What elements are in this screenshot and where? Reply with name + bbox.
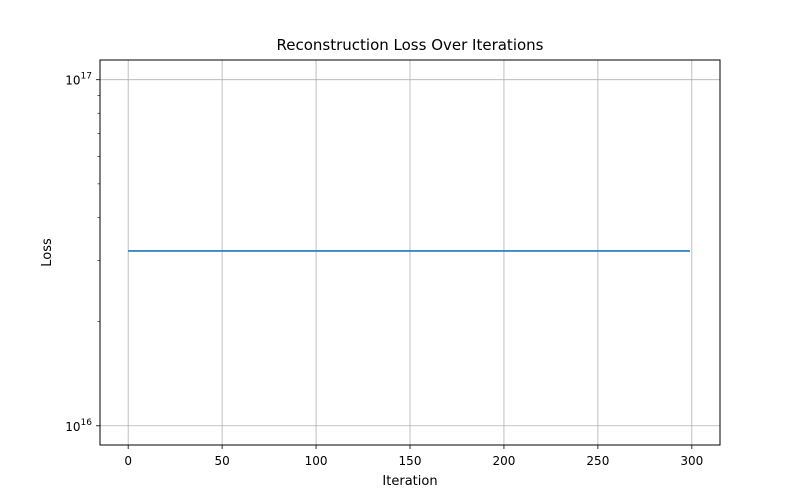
x-tick-label: 200 xyxy=(492,454,515,468)
x-axis-label: Iteration xyxy=(382,474,437,489)
chart-title: Reconstruction Loss Over Iterations xyxy=(277,36,544,54)
grid-lines xyxy=(100,60,720,445)
x-tick-label: 0 xyxy=(124,454,132,468)
x-tick-label: 100 xyxy=(305,454,328,468)
x-tick-label: 50 xyxy=(214,454,229,468)
y-tick-label: 1016 xyxy=(65,418,92,434)
y-axis: 1016 1017 xyxy=(65,72,100,434)
x-tick-label: 150 xyxy=(399,454,422,468)
x-tick-label: 250 xyxy=(586,454,609,468)
y-tick-label: 1017 xyxy=(65,72,92,88)
x-axis: 0 50 100 150 200 250 300 xyxy=(124,445,703,468)
x-tick-label: 300 xyxy=(680,454,703,468)
y-axis-label: Loss xyxy=(40,238,55,267)
